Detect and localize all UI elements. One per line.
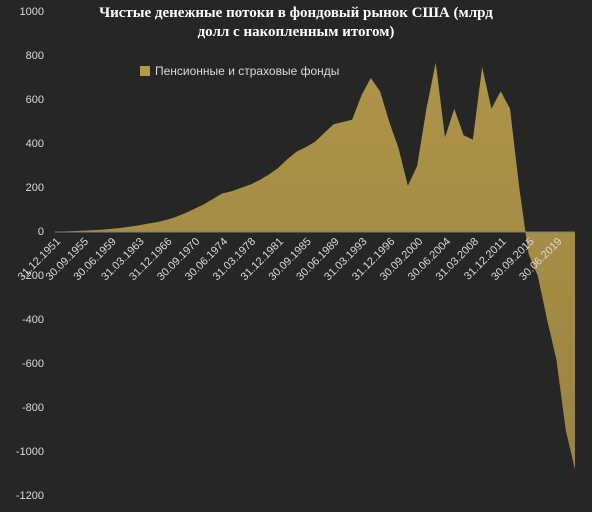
legend-swatch [140,66,150,76]
chart-title: Чистые денежные потоки в фондовый рынок … [99,5,493,40]
legend-label: Пенсионные и страховые фонды [155,64,339,78]
y-tick-label: -1200 [16,490,44,502]
y-tick-label: -400 [22,314,44,326]
y-tick-label: 0 [38,226,44,238]
y-tick-label: -800 [22,402,44,414]
y-tick-label: 1000 [20,6,44,18]
area [55,62,575,470]
y-tick-label: -200 [22,270,44,282]
y-tick-label: 200 [26,182,44,194]
y-tick-label: 600 [26,94,44,106]
y-tick-label: 400 [26,138,44,150]
y-tick-label: -600 [22,358,44,370]
y-tick-label: -1000 [16,446,44,458]
y-tick-label: 800 [26,50,44,62]
